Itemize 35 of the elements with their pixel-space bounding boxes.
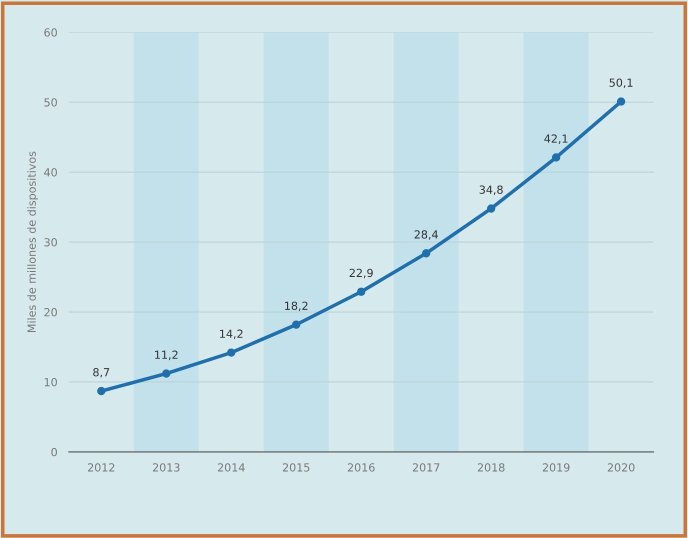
text: 28,4 [414,230,438,240]
point [486,204,496,213]
point [227,348,236,357]
point [162,369,170,378]
point [616,97,626,106]
y-tick-label: 40 [44,168,57,177]
point [552,153,560,162]
text: 42,1 [544,134,568,144]
y-tick-label: 10 [44,378,57,386]
x-tick-label: 2019 [542,463,570,472]
x-tick-label: 2012 [88,463,114,472]
y-axis-title: Miles de millones de dispositivos [27,152,38,332]
text: 11,2 [155,350,178,360]
point [422,249,430,258]
x-tick-label: 2020 [608,463,635,472]
x-tick-label: 2015 [282,463,310,472]
text: 18,2 [285,302,308,312]
y-tick-label: 20 [44,308,57,316]
y-tick-label: 30 [44,238,57,246]
text: 50,1 [610,78,632,88]
point [292,320,300,329]
x-tick-label: 2018 [478,463,505,472]
point [97,386,106,396]
x-tick-label: 2013 [152,463,180,472]
text: 14,2 [220,330,242,340]
x-tick-label: 2014 [218,463,245,472]
y-tick-label: 50 [44,98,57,107]
y-tick-label: 0 [51,448,57,456]
point [357,288,366,296]
text: 8,7 [93,368,110,378]
text: 34,8 [480,185,503,196]
x-tick-label: 2016 [348,463,375,472]
text: 22,9 [350,268,373,278]
x-tick-label: 2017 [412,463,440,472]
y-tick-label: 60 [44,28,57,37]
